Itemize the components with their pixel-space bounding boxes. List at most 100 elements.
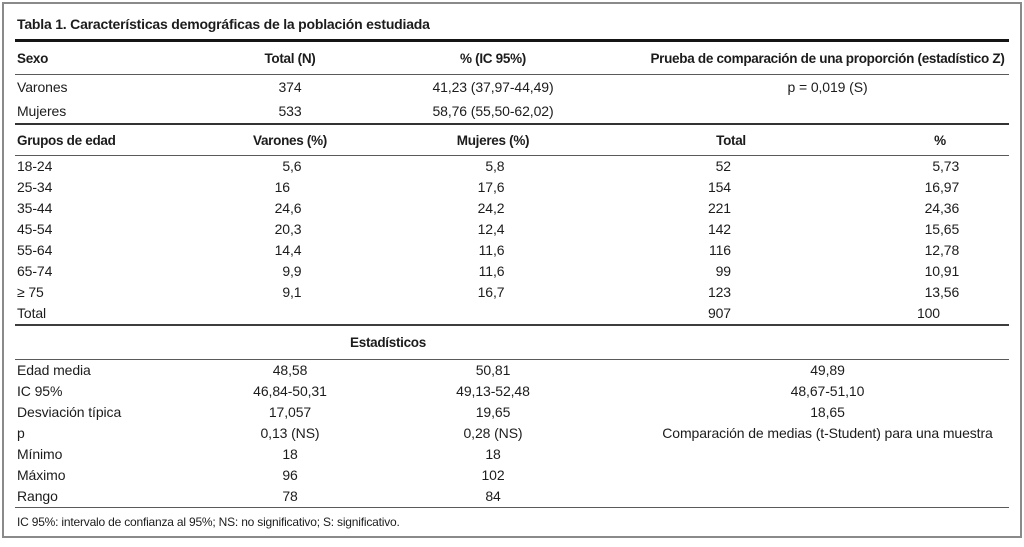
cell-mujeres: 24,2: [477, 200, 505, 216]
table-row-minimo: Mínimo 18 18: [15, 444, 1009, 465]
table-title: Tabla 1. Características demográficas de…: [17, 16, 430, 32]
table-row-age-45-54: 45-54 20,3 12,4 142 15,65: [15, 219, 1009, 240]
table-row-ic95: IC 95% 46,84-50,31 49,13-52,48 48,67-51,…: [15, 381, 1009, 402]
table-row-age-total: Total 907 100: [15, 303, 1009, 325]
cell-combined: [591, 465, 1009, 486]
cell-varones: 24,6: [274, 200, 302, 216]
row-label: ≥ 75: [17, 284, 44, 300]
row-label: 45-54: [17, 221, 53, 237]
cell-pct: 24,36: [924, 200, 960, 216]
table-row-desviacion: Desviación típica 17,057 19,65 18,65: [15, 402, 1009, 423]
row-label: Desviación típica: [17, 404, 122, 420]
sexo-header-row: Sexo Total (N) % (IC 95%) Prueba de comp…: [15, 42, 1009, 75]
cell-mujeres: 102: [481, 467, 505, 483]
cell-mujeres: 0,28 (NS): [463, 425, 523, 441]
cell-mujeres: 50,81: [475, 362, 511, 378]
table-row-varones: Varones 374 41,23 (37,97-44,49) p = 0,01…: [15, 75, 1009, 100]
cell-pct: 5,73: [932, 158, 960, 174]
table-row-age-35-44: 35-44 24,6 24,2 221 24,36: [15, 198, 1009, 219]
table-row-age-75-plus: ≥ 75 9,1 16,7 123 13,56: [15, 282, 1009, 303]
cell-pct: 12,78: [924, 242, 960, 258]
table-row-mujeres: Mujeres 533 58,76 (55,50-62,02): [15, 99, 1009, 125]
cell-varones: [185, 303, 395, 325]
cell-combined: 18,65: [810, 404, 845, 420]
row-label: Mujeres: [15, 99, 185, 125]
footnote-row: IC 95%: intervalo de confianza al 95%; N…: [15, 507, 1009, 536]
title-rule: [15, 39, 1009, 42]
empty-cell: [591, 324, 1009, 360]
table-row-p: p 0,13 (NS) 0,28 (NS) Comparación de med…: [15, 423, 1009, 444]
header-estadisticos: Estadísticos: [185, 324, 591, 360]
cell-mujeres: 19,65: [475, 404, 511, 420]
header-sexo: Sexo: [15, 42, 185, 75]
table-row-edad-media: Edad media 48,58 50,81 49,89: [15, 360, 1009, 382]
header-total-n: Total (N): [185, 42, 395, 75]
cell-pct-ic: 41,23 (37,97-44,49): [432, 78, 554, 95]
cell-mujeres: 5,8: [485, 158, 505, 174]
demographics-table: Sexo Total (N) % (IC 95%) Prueba de comp…: [15, 42, 1009, 536]
cell-total: 116: [708, 242, 731, 258]
row-label: 35-44: [17, 200, 53, 216]
header-pct: %: [871, 124, 1009, 156]
header-prueba: Prueba de comparación de una proporción …: [591, 42, 1009, 75]
row-label: Total: [17, 305, 47, 321]
cell-total: 154: [707, 179, 731, 195]
cell-combined: [591, 486, 1009, 508]
cell-total-n: 374: [278, 78, 302, 95]
header-grupos-edad: Grupos de edad: [15, 124, 185, 156]
table-row-rango: Rango 78 84: [15, 486, 1009, 508]
cell-mujeres: 12,4: [477, 221, 505, 237]
cell-combined: Comparación de medias (t-Student) para u…: [662, 425, 993, 441]
cell-pct: 100: [916, 305, 940, 321]
cell-varones: 46,84-50,31: [253, 383, 327, 399]
row-label: 65-74: [17, 263, 53, 279]
cell-total: 123: [707, 284, 731, 300]
cell-varones: 78: [282, 488, 298, 504]
cell-pct: 10,91: [924, 263, 960, 279]
cell-mujeres: 84: [485, 488, 501, 504]
header-pct-ic: % (IC 95%): [395, 42, 591, 75]
edad-header-row: Grupos de edad Varones (%) Mujeres (%) T…: [15, 124, 1009, 156]
footnote-text: IC 95%: intervalo de confianza al 95%; N…: [15, 507, 1009, 536]
cell-mujeres: 49,13-52,48: [456, 383, 530, 399]
header-mujeres-pct: Mujeres (%): [395, 124, 591, 156]
row-label: Mínimo: [17, 446, 63, 462]
cell-pct: 13,56: [924, 284, 960, 300]
cell-total-n: 533: [185, 99, 395, 125]
estadisticos-header-row: Estadísticos: [15, 324, 1009, 360]
cell-varones: 17,057: [268, 404, 312, 420]
cell-combined: 48,67-51,10: [790, 383, 865, 399]
row-label: Edad media: [17, 362, 91, 378]
cell-varones: 18: [282, 446, 298, 462]
cell-pct-ic: 58,76 (55,50-62,02): [395, 99, 591, 125]
cell-total: 99: [715, 263, 731, 279]
table-row-age-65-74: 65-74 9,9 11,6 99 10,91: [15, 261, 1009, 282]
cell-mujeres: 16,7: [477, 284, 505, 300]
cell-total: 907: [707, 305, 731, 321]
table-row-age-55-64: 55-64 14,4 11,6 116 12,78: [15, 240, 1009, 261]
row-label: IC 95%: [17, 383, 63, 399]
row-label: Máximo: [17, 467, 66, 483]
cell-pct: 16,97: [924, 179, 960, 195]
table-row-age-25-34: 25-34 16 17,6 154 16,97: [15, 177, 1009, 198]
header-varones-pct: Varones (%): [185, 124, 395, 156]
cell-prueba-p: p = 0,019 (S): [787, 78, 868, 95]
row-label: 55-64: [17, 242, 53, 258]
cell-varones: 9,1: [282, 284, 302, 300]
cell-total: 52: [715, 158, 731, 174]
cell-varones: 96: [282, 467, 298, 483]
cell-mujeres: 17,6: [477, 179, 505, 195]
cell-varones: 9,9: [282, 263, 302, 279]
cell-varones: 0,13 (NS): [260, 425, 320, 441]
cell-varones: 14,4: [274, 242, 302, 258]
cell-varones: 16: [274, 179, 290, 195]
row-label: Varones: [17, 78, 68, 95]
row-label: 25-34: [17, 179, 53, 195]
cell-prueba-p: [591, 99, 1009, 125]
cell-mujeres: 11,6: [478, 242, 505, 258]
cell-pct: 15,65: [924, 221, 960, 237]
cell-mujeres: 11,6: [478, 263, 505, 279]
empty-cell: [15, 324, 185, 360]
cell-total: 221: [707, 200, 731, 216]
cell-varones: 20,3: [274, 221, 302, 237]
